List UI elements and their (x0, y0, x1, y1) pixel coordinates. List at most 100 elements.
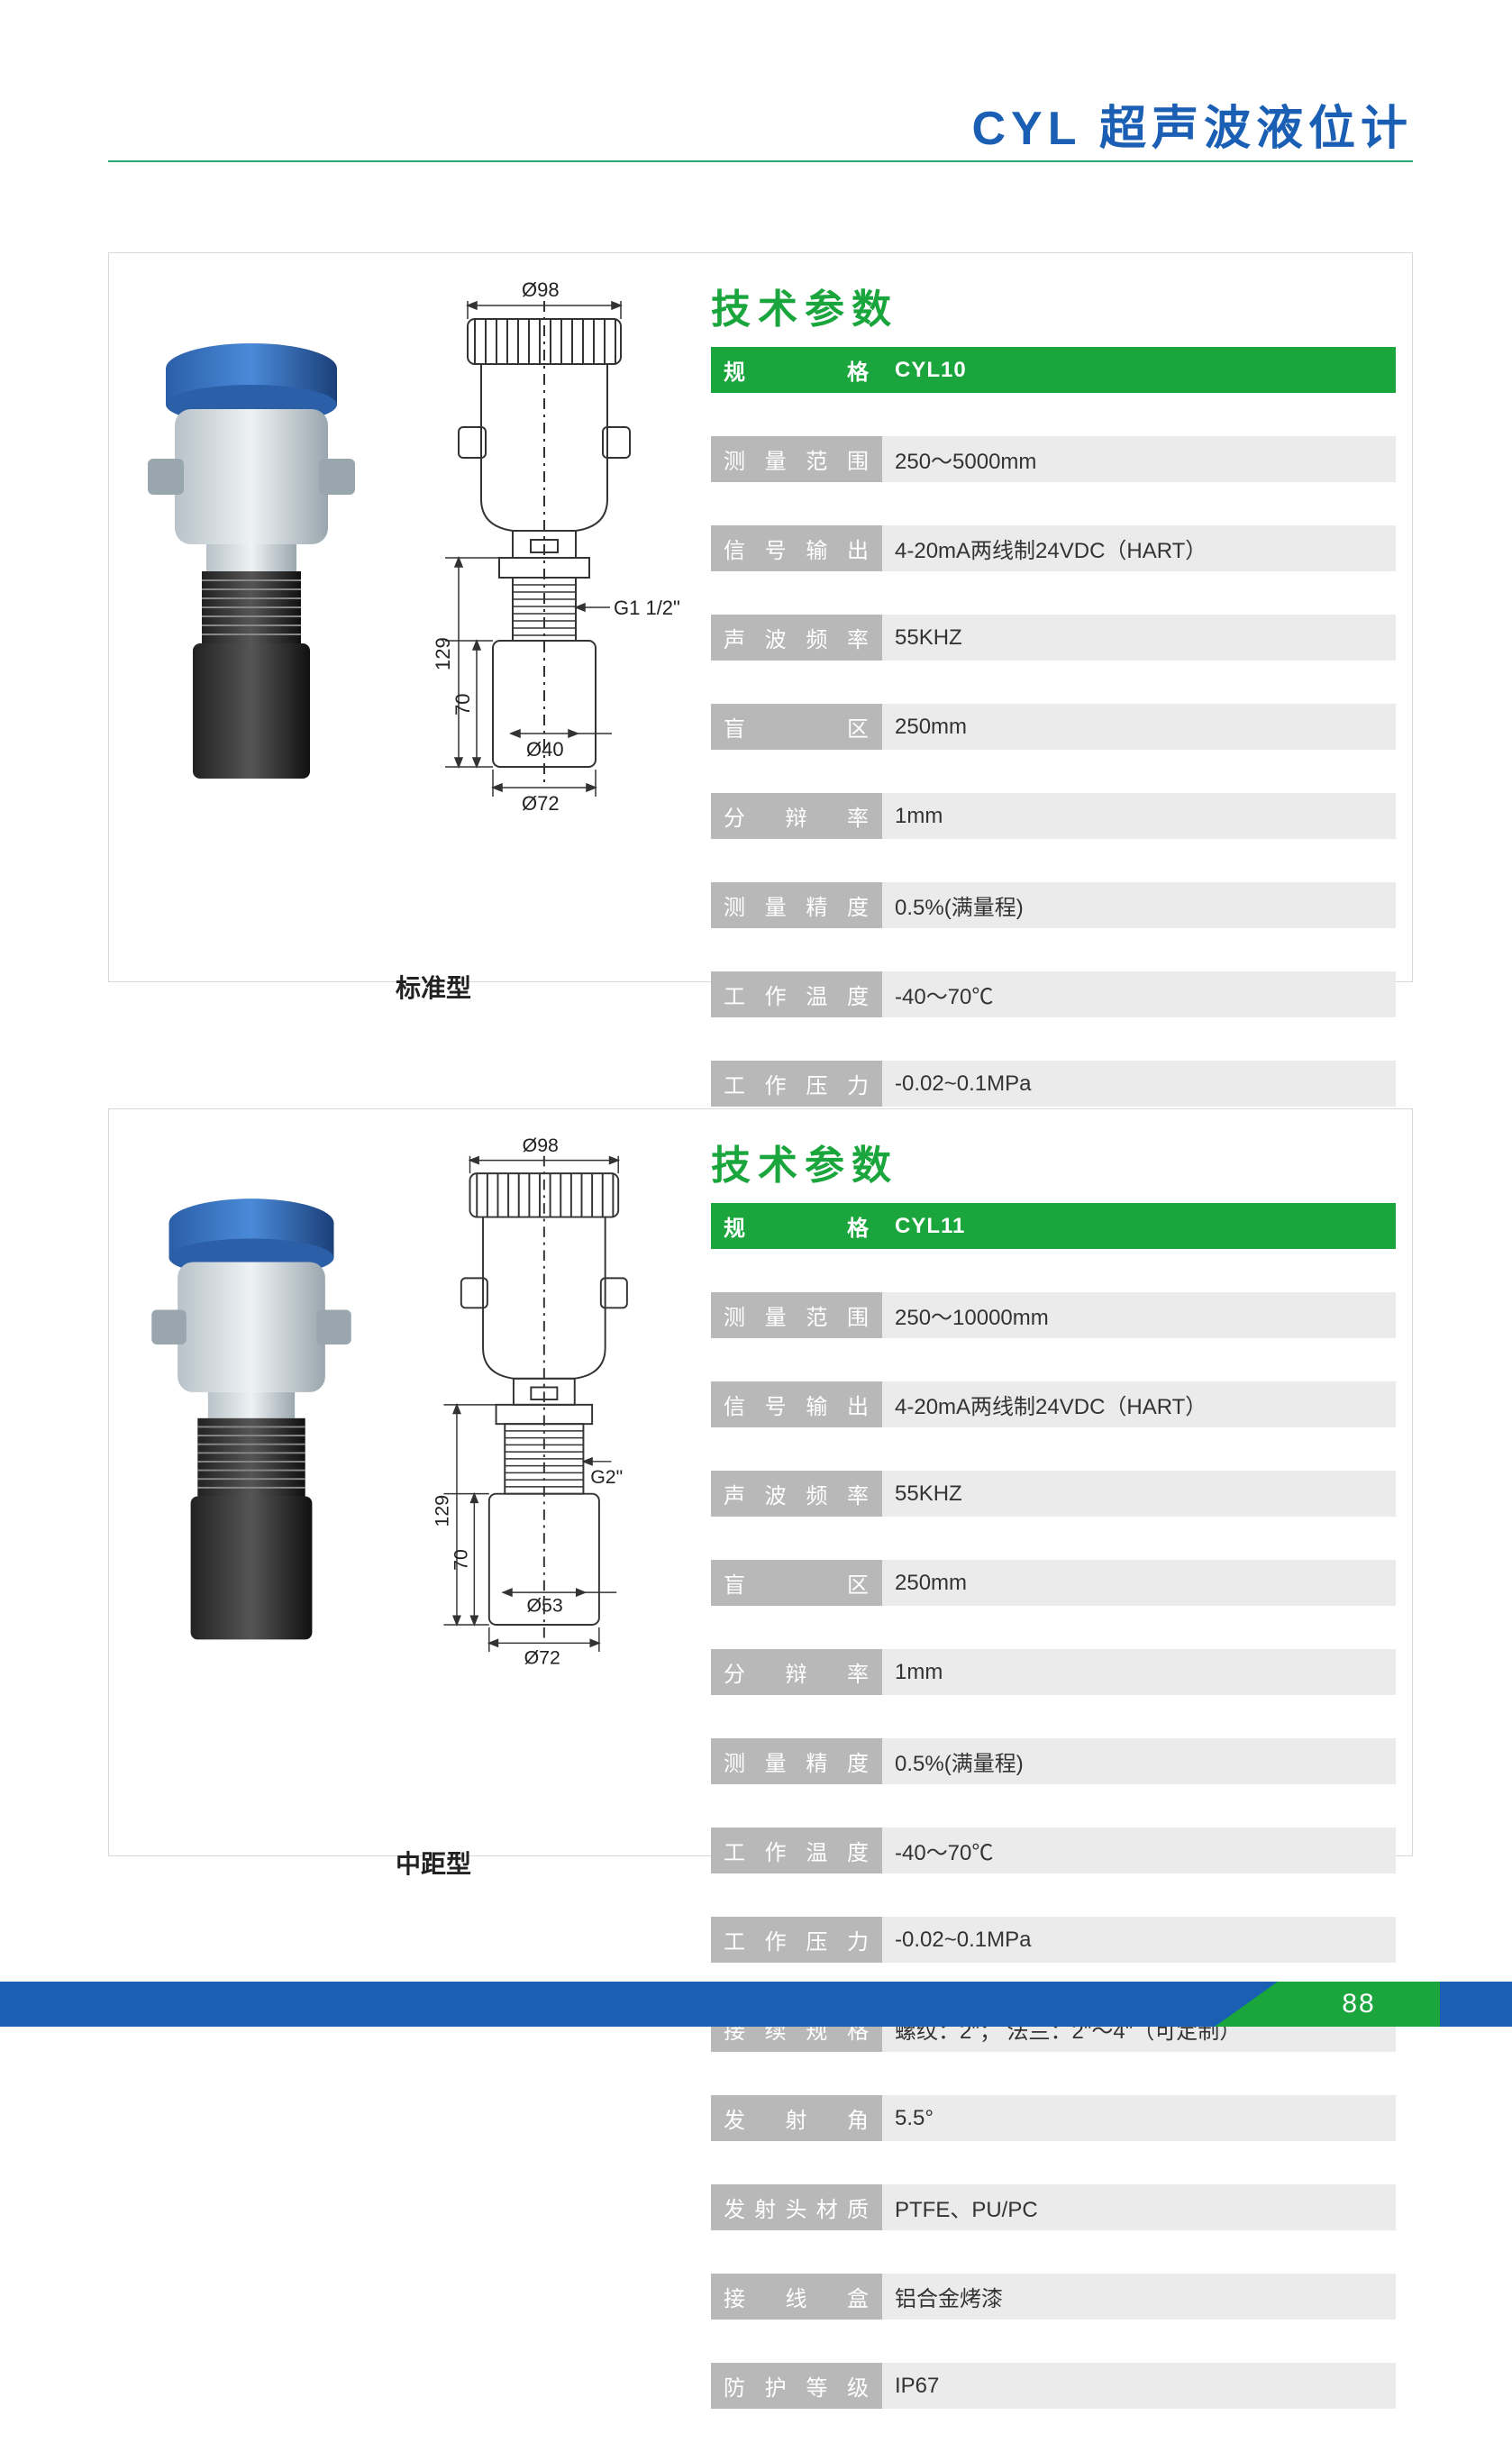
row-value: -40～70℃ (882, 1828, 1396, 1873)
row-label: 发 射 角 (711, 2095, 882, 2141)
product-left-col: Ø98 129 70 G1 1/2" (125, 269, 693, 965)
table-row: 工 作 压 力-0.02~0.1MPa (711, 1917, 1396, 1963)
row-value: 55KHZ (882, 615, 1396, 661)
row-label: 发射头材质 (711, 2184, 882, 2230)
row-label: 工 作 温 度 (711, 971, 882, 1017)
dim-mid-dia: Ø53 (526, 1594, 562, 1616)
table-row: 信 号 输 出4-20mA两线制24VDC（HART） (711, 525, 1396, 571)
specs-table-cyl11: 规 格 CYL11 测 量 范 围250～10000mm信 号 输 出4-20m… (711, 1203, 1396, 2452)
specs-title: 技术参数 (711, 1133, 1396, 1190)
row-value: 0.5%(满量程) (882, 1738, 1396, 1784)
row-value: 5.5° (882, 2095, 1396, 2141)
dim-thread: G1 1/2" (614, 597, 680, 619)
row-value: 250mm (882, 1560, 1396, 1606)
table-header-row: 规 格 CYL11 (711, 1203, 1396, 1249)
table-body: 测 量 范 围250～10000mm信 号 输 出4-20mA两线制24VDC（… (711, 1292, 1396, 2452)
header-value: CYL10 (882, 347, 1396, 393)
header-label: 规 格 (711, 347, 882, 393)
product-model-label: 标准型 (396, 969, 471, 1005)
table-row: 发射头材质PTFE、PU/PC (711, 2184, 1396, 2230)
row-value: 4-20mA两线制24VDC（HART） (882, 525, 1396, 571)
table-row: 测 量 范 围250～10000mm (711, 1292, 1396, 1338)
row-value: 1mm (882, 1649, 1396, 1695)
table-row: 声 波 频 率55KHZ (711, 615, 1396, 661)
row-label: 工 作 压 力 (711, 1917, 882, 1963)
product-left-col: Ø98 129 70 G2" (125, 1126, 693, 1839)
dim-bottom-dia: Ø72 (524, 1647, 560, 1669)
row-label: 工 作 压 力 (711, 1061, 882, 1107)
row-value: 1mm (882, 793, 1396, 839)
row-value: 0.5%(满量程) (882, 882, 1396, 928)
row-label: 声 波 频 率 (711, 615, 882, 661)
row-value: 250mm (882, 704, 1396, 750)
footer-wedge (1215, 1982, 1278, 2027)
row-value: -0.02~0.1MPa (882, 1917, 1396, 1963)
row-value: -0.02~0.1MPa (882, 1061, 1396, 1107)
header-value: CYL11 (882, 1203, 1396, 1249)
row-value: PTFE、PU/PC (882, 2184, 1396, 2230)
table-row: 接 线 盒铝合金烤漆 (711, 2274, 1396, 2320)
row-value: 250～5000mm (882, 436, 1396, 482)
page-title: CYL 超声波液位计 (971, 90, 1413, 158)
dim-top-dia: Ø98 (523, 1135, 559, 1156)
row-label: 接 线 盒 (711, 2274, 882, 2320)
row-value: 55KHZ (882, 1471, 1396, 1517)
row-value: -40～70℃ (882, 971, 1396, 1017)
title-underline (108, 160, 1413, 162)
table-row: 发 射 角5.5° (711, 2095, 1396, 2141)
row-label: 测 量 精 度 (711, 1738, 882, 1784)
row-label: 防 护 等 级 (711, 2363, 882, 2409)
row-label: 分 辩 率 (711, 793, 882, 839)
dim-thread: G2" (590, 1466, 623, 1488)
header-label: 规 格 (711, 1203, 882, 1249)
row-value: 250～10000mm (882, 1292, 1396, 1338)
table-row: 分 辩 率1mm (711, 1649, 1396, 1695)
product-card-cyl11: Ø98 129 70 G2" (108, 1108, 1413, 1856)
table-row: 防 护 等 级IP67 (711, 2363, 1396, 2409)
product-card-cyl10: Ø98 129 70 G1 1/2" (108, 252, 1413, 982)
product-photo (125, 1180, 378, 1648)
product-diagram: Ø98 129 70 G1 1/2" (396, 265, 684, 824)
row-label: 声 波 频 率 (711, 1471, 882, 1517)
table-row: 测 量 精 度0.5%(满量程) (711, 1738, 1396, 1784)
row-value: 铝合金烤漆 (882, 2274, 1396, 2320)
specs-column: 技术参数 规 格 CYL10 测 量 范 围250～5000mm信 号 输 出4… (711, 269, 1396, 965)
diagram-svg: Ø98 129 70 G1 1/2" (396, 265, 684, 824)
table-row: 盲 区250mm (711, 1560, 1396, 1606)
row-label: 分 辩 率 (711, 1649, 882, 1695)
sensor-photo-svg (125, 1180, 378, 1648)
table-row: 声 波 频 率55KHZ (711, 1471, 1396, 1517)
dim-mid-dia: Ø40 (526, 738, 564, 761)
row-value: 4-20mA两线制24VDC（HART） (882, 1381, 1396, 1427)
table-row: 信 号 输 出4-20mA两线制24VDC（HART） (711, 1381, 1396, 1427)
table-row: 工 作 温 度-40～70℃ (711, 971, 1396, 1017)
row-label: 盲 区 (711, 704, 882, 750)
specs-column: 技术参数 规 格 CYL11 测 量 范 围250～10000mm信 号 输 出… (711, 1126, 1396, 1839)
product-diagram: Ø98 129 70 G2" (396, 1121, 684, 1680)
table-row: 分 辩 率1mm (711, 793, 1396, 839)
dim-top-dia: Ø98 (522, 278, 560, 301)
dim-h-total: 129 (431, 1495, 452, 1527)
row-value: IP67 (882, 2363, 1396, 2409)
dim-h-total: 129 (432, 637, 454, 670)
row-label: 测 量 范 围 (711, 436, 882, 482)
row-label: 测 量 范 围 (711, 1292, 882, 1338)
diagram-svg: Ø98 129 70 G2" (396, 1121, 684, 1680)
dim-h-lower: 70 (451, 1549, 472, 1571)
table-row: 测 量 范 围250～5000mm (711, 436, 1396, 482)
table-header-row: 规 格 CYL10 (711, 347, 1396, 393)
row-label: 盲 区 (711, 1560, 882, 1606)
table-row: 测 量 精 度0.5%(满量程) (711, 882, 1396, 928)
dim-h-lower: 70 (451, 694, 474, 716)
table-row: 工 作 压 力-0.02~0.1MPa (711, 1061, 1396, 1107)
table-row: 工 作 温 度-40～70℃ (711, 1828, 1396, 1873)
product-model-label: 中距型 (396, 1845, 471, 1881)
row-label: 信 号 输 出 (711, 1381, 882, 1427)
page-number: 88 (1278, 1982, 1440, 2027)
dim-bottom-dia: Ø72 (522, 792, 560, 815)
specs-title: 技术参数 (711, 277, 1396, 334)
row-label: 工 作 温 度 (711, 1828, 882, 1873)
row-label: 信 号 输 出 (711, 525, 882, 571)
sensor-photo-svg (125, 324, 378, 792)
product-photo (125, 324, 378, 792)
